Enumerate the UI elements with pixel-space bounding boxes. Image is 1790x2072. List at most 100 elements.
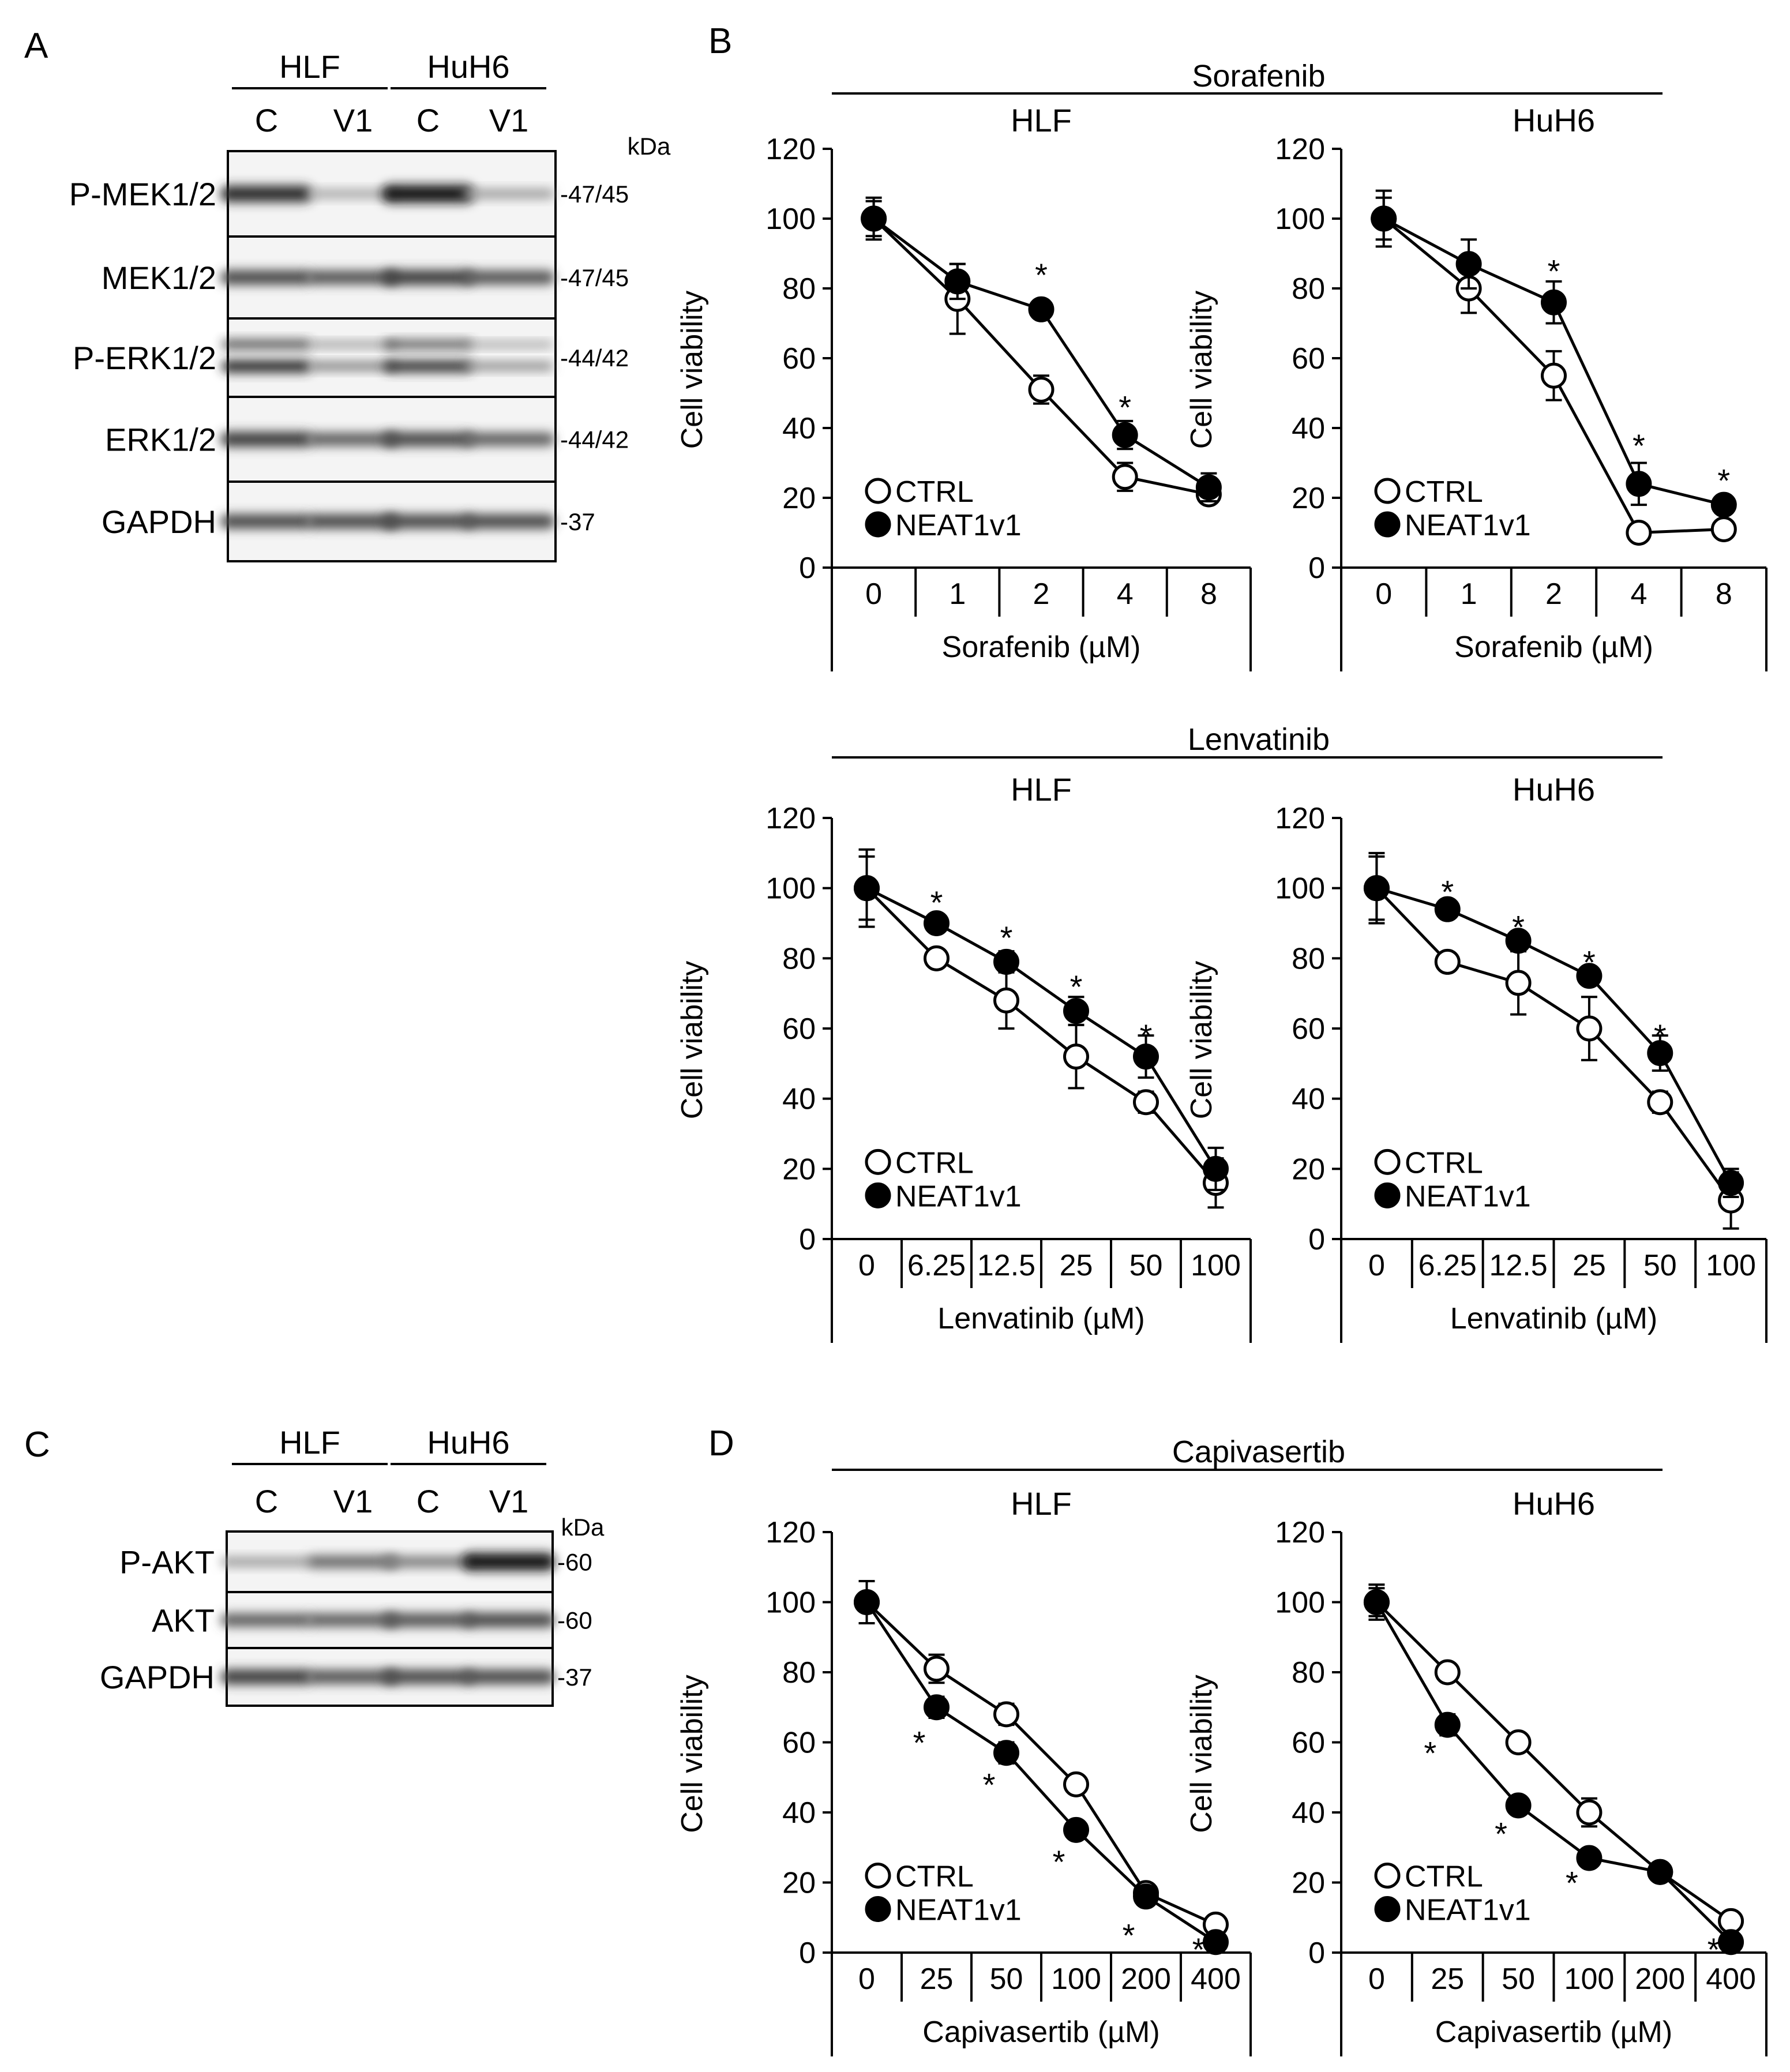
- x-tick-label: 200: [1121, 1962, 1171, 1996]
- data-point-ctrl: [1063, 1771, 1089, 1797]
- protein-label: GAPDH: [100, 1659, 215, 1695]
- significance-marker: *: [983, 1766, 996, 1803]
- protein-band: [220, 514, 313, 529]
- significance-marker: *: [930, 884, 943, 921]
- significance-marker: *: [1035, 257, 1048, 293]
- x-tick-label: 6.25: [907, 1249, 966, 1282]
- legend-marker-neat1v1: [1374, 1182, 1401, 1208]
- x-tick-label: 50: [1643, 1249, 1677, 1282]
- data-point-neat1v1: [1112, 422, 1138, 448]
- data-point-neat1v1: [1203, 1155, 1229, 1182]
- y-tick-label: 0: [799, 551, 816, 585]
- data-point-neat1v1: [1576, 1845, 1603, 1871]
- significance-marker: *: [1633, 427, 1645, 464]
- data-point-neat1v1: [1363, 875, 1390, 902]
- x-axis-label: Lenvatinib (µM): [937, 1302, 1144, 1335]
- data-point-neat1v1: [1363, 1589, 1390, 1615]
- data-point-ctrl: [1028, 376, 1055, 403]
- y-tick-label: 60: [782, 1726, 816, 1760]
- data-point-ctrl: [1063, 1043, 1089, 1070]
- data-point-ctrl: [1505, 1729, 1532, 1755]
- protein-band: [220, 1669, 313, 1685]
- x-tick-label: 12.5: [977, 1249, 1035, 1282]
- x-tick-label: 25: [920, 1962, 954, 1996]
- y-axis-label: Cell viability: [676, 961, 709, 1120]
- lane-label: V1: [489, 1483, 529, 1519]
- data-point-neat1v1: [1541, 289, 1567, 316]
- drug-title: Capivasertib: [1172, 1435, 1345, 1469]
- legend-label: NEAT1v1: [1405, 509, 1531, 542]
- cell-line-label: HuH6: [427, 1424, 509, 1461]
- significance-marker: *: [913, 1724, 926, 1761]
- data-point-neat1v1: [1626, 471, 1652, 497]
- x-axis-label: Capivasertib (µM): [1435, 2015, 1672, 2049]
- x-tick-label: 2: [1033, 577, 1050, 611]
- protein-band: [220, 1613, 313, 1627]
- legend-marker-ctrl: [1374, 1148, 1401, 1175]
- y-tick-label: 100: [1275, 1586, 1325, 1620]
- legend-label: CTRL: [895, 1146, 974, 1180]
- x-tick-label: 8: [1716, 577, 1732, 611]
- y-tick-label: 40: [1292, 1796, 1325, 1830]
- y-tick-label: 100: [765, 202, 816, 236]
- data-point-ctrl: [1626, 520, 1652, 546]
- data-point-ctrl: [993, 987, 1019, 1014]
- legend-label: CTRL: [895, 475, 974, 509]
- y-tick-label: 0: [799, 1223, 816, 1256]
- data-point-neat1v1: [854, 875, 880, 902]
- x-axis-label: Capivasertib (µM): [922, 2015, 1159, 2049]
- x-tick-label: 2: [1545, 577, 1562, 611]
- western-blot-c: HLF HuH6 C V1 C V1 kDa P-AKT -60 AKT -60 GAPDH -37: [100, 1424, 605, 1707]
- data-point-neat1v1: [993, 948, 1019, 975]
- x-tick-label: 12.5: [1489, 1249, 1547, 1282]
- y-tick-label: 80: [782, 1656, 816, 1690]
- data-point-neat1v1: [1028, 296, 1055, 322]
- significance-marker: *: [1140, 1018, 1153, 1054]
- y-axis-label: Cell viability: [1185, 1675, 1218, 1833]
- chart-title: HuH6: [1513, 771, 1595, 808]
- lane-label: V1: [489, 102, 529, 138]
- y-tick-label: 80: [1292, 272, 1325, 306]
- significance-marker: *: [1192, 1931, 1205, 1968]
- chart-title: HuH6: [1513, 102, 1595, 138]
- data-point-neat1v1: [1647, 1859, 1673, 1885]
- y-tick-label: 120: [765, 1516, 816, 1549]
- panel-letter-b: B: [708, 21, 732, 61]
- protein-label: MEK1/2: [102, 260, 216, 296]
- x-tick-label: 400: [1706, 1962, 1756, 1996]
- data-point-ctrl: [1541, 362, 1567, 389]
- legend-label: CTRL: [1405, 1146, 1483, 1180]
- x-tick-label: 0: [865, 577, 882, 611]
- series-line-neat1v1: [866, 887, 1217, 1170]
- data-point-neat1v1: [1063, 1816, 1089, 1843]
- protein-band: [382, 1613, 474, 1627]
- y-tick-label: 120: [1275, 802, 1325, 835]
- series-line-neat1v1: [1376, 887, 1732, 1184]
- legend-label: NEAT1v1: [895, 1180, 1022, 1213]
- legend-label: CTRL: [1405, 1860, 1483, 1894]
- kda-marker: -60: [557, 1549, 592, 1576]
- y-tick-label: 100: [1275, 202, 1325, 236]
- blot-strip: [227, 317, 557, 398]
- protein-band: [220, 431, 313, 447]
- data-point-neat1v1: [1133, 1043, 1159, 1070]
- significance-marker: *: [1512, 909, 1525, 945]
- significance-marker: *: [1053, 1844, 1065, 1880]
- chart-lenvatinib-huh6: HuH6 0 20 40 60 80 100 120 Cell viability 0 6.25 12…: [1185, 771, 1768, 1343]
- legend-marker-neat1v1: [1374, 511, 1401, 538]
- kda-marker: -60: [557, 1607, 592, 1634]
- legend-marker-ctrl: [865, 1148, 891, 1175]
- data-point-neat1v1: [1434, 1711, 1461, 1738]
- y-tick-label: 60: [1292, 1726, 1325, 1760]
- chart-capivasertib-huh6: HuH6 0 20 40 60 80 100 120 Cell viability 0 25 50 10…: [1185, 1485, 1768, 2056]
- chart-sorafenib-hlf: HLF 0 20 40 60 80 100 120 Cell viability 0 1 2 4 8 Sor…: [676, 102, 1252, 671]
- series-line-neat1v1: [1375, 1601, 1732, 1943]
- significance-marker: *: [1583, 944, 1596, 980]
- protein-band: [220, 185, 313, 202]
- significance-marker: *: [1424, 1735, 1436, 1771]
- kda-marker: -37: [557, 1664, 592, 1691]
- kda-unit-label: kDa: [561, 1514, 605, 1541]
- protein-band: [308, 341, 398, 348]
- x-tick-label: 100: [1564, 1962, 1615, 1996]
- protein-band: [382, 514, 474, 529]
